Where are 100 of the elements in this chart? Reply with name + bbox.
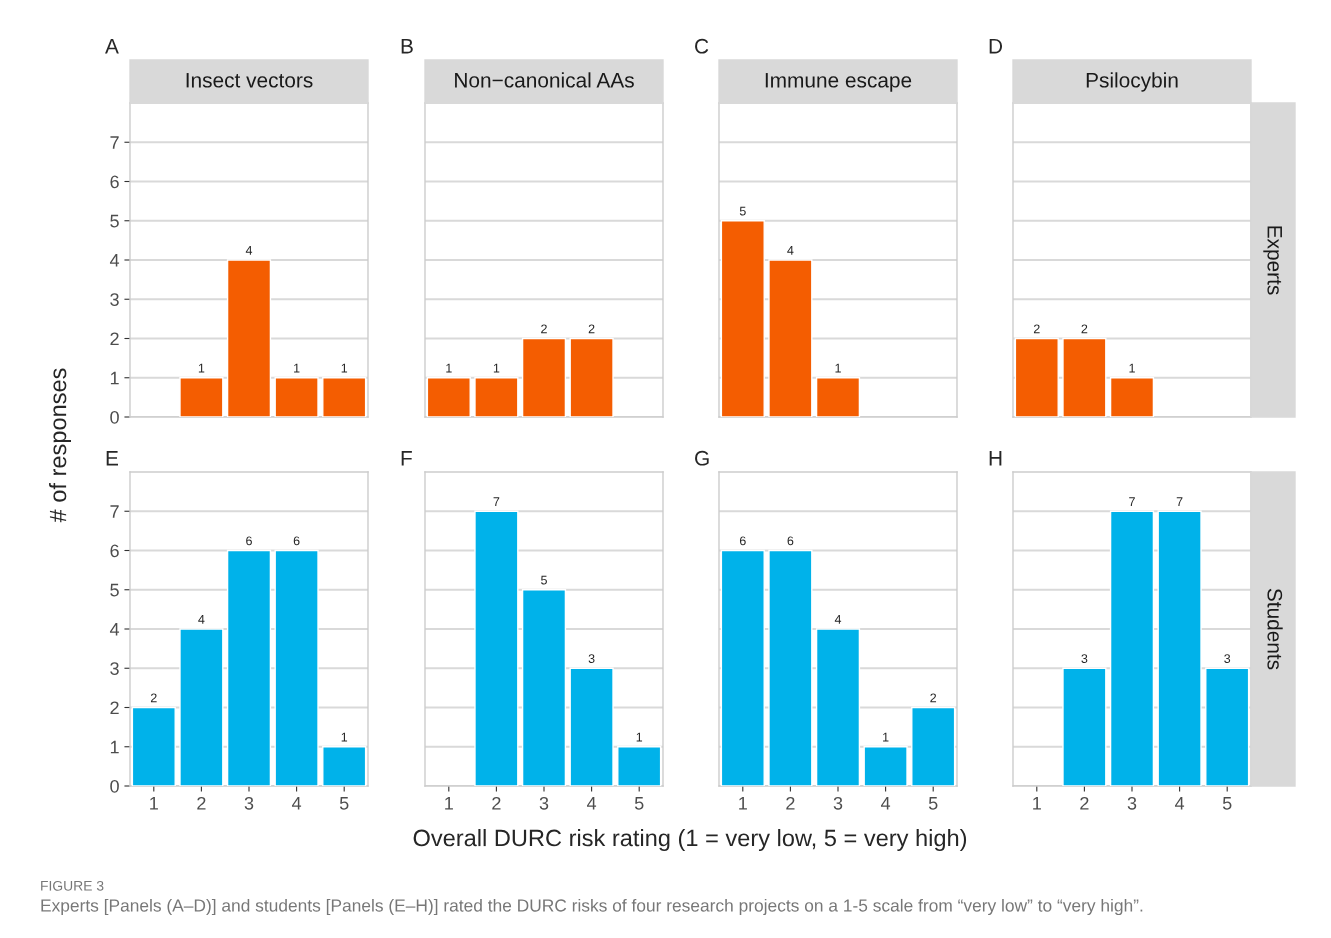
text: F [401,451,412,466]
data-label: 3 [1224,654,1231,663]
chart-title: Immune escape [765,73,912,92]
data-label: 1 [341,363,348,373]
y-tick-label: 7 [110,505,119,518]
chart-title: Psilocybin [1086,72,1178,92]
x-tick-label: 2 [786,796,795,810]
x-tick-label: 1 [150,797,158,810]
x-tick-label: 3 [1127,796,1137,810]
data-label: 2 [1081,324,1088,334]
x-tick-label: 5 [1222,797,1232,810]
text: G [695,450,709,466]
data-label: 2 [150,693,157,703]
data-label: 7 [1129,497,1135,506]
y-tick-label: 0 [110,410,119,424]
text: Experts [1263,226,1282,295]
bar [815,628,861,786]
bar [274,549,319,786]
bar [768,549,813,786]
bar [322,746,367,786]
data-label: 3 [1081,654,1088,663]
data-label: 4 [245,246,253,255]
data-label: 1 [198,363,205,373]
data-label: 2 [930,693,937,703]
x-tick-label: 2 [1080,796,1089,810]
data-label: 4 [787,246,794,255]
text: E [106,451,118,466]
text: D [989,39,1003,54]
data-label: 6 [739,536,746,546]
chart-title: Non−canonical AAs [455,72,634,88]
data-label: 6 [293,536,300,546]
x-tick-label: 4 [291,797,302,810]
text: Students [1267,588,1283,670]
data-label: 7 [493,497,500,506]
data-label: 1 [446,363,452,373]
data-label: 2 [588,324,595,334]
caption: FIGURE 3 [41,880,104,891]
bar [617,746,662,786]
x-tick-label: 2 [197,796,206,810]
x-axis-title: Overall DURC risk rating (1 = very low, 5 = very high) [413,828,967,852]
y-tick-label: 3 [110,293,119,306]
bar [131,706,176,786]
x-tick-label: 1 [739,797,747,810]
data-label: 1 [294,363,300,373]
data-label: 1 [1129,363,1135,373]
bar [474,510,519,786]
x-tick-label: 1 [1033,797,1041,810]
bar [720,549,765,786]
y-tick-label: 5 [110,583,119,597]
bar [521,589,567,786]
data-label: 4 [198,615,205,624]
data-label: 2 [541,324,547,334]
data-label: 1 [493,363,500,373]
y-tick-label: 5 [110,214,119,228]
bar [911,706,956,786]
x-tick-label: 4 [1174,797,1185,810]
y-tick-label: 4 [109,623,120,636]
x-tick-label: 3 [244,796,254,810]
data-label: 1 [636,732,643,742]
bar [569,667,614,786]
data-label: 1 [341,732,348,742]
data-label: 7 [1176,497,1183,506]
y-tick-label: 2 [110,701,119,715]
chart-title: Insect vectors [186,73,313,88]
data-label: 6 [787,536,794,546]
text: B [401,39,413,54]
x-tick-label: 2 [492,796,501,810]
text: Experts [Panels (A–D)] and students [Panels (E–H)] rated the DURC risks of four research projects on a 1-5 scale from “very low” to “very high”. [41,898,1143,916]
data-label: 1 [835,363,841,373]
bar [863,746,908,786]
x-tick-label: 4 [586,797,597,810]
data-label: 6 [246,536,252,546]
bar [179,628,224,786]
y-tick-label: 7 [110,136,119,149]
y-axis-title: # of responses [49,368,71,523]
data-label: 3 [588,654,595,663]
y-tick-label: 6 [110,544,119,558]
data-label: 1 [883,732,889,742]
x-tick-label: 5 [928,797,938,810]
x-tick-label: 5 [339,797,349,810]
x-tick-label: 1 [445,797,453,810]
x-tick-label: 3 [833,796,843,810]
data-label: 4 [834,615,842,624]
y-tick-label: 2 [110,332,119,346]
bar [226,549,272,786]
x-tick-label: 3 [539,796,549,810]
x-tick-label: 5 [634,797,644,810]
data-label: 2 [1033,324,1040,334]
x-tick-label: 4 [880,797,891,810]
y-tick-label: 1 [110,371,119,385]
data-label: 5 [739,206,746,216]
y-tick-label: 0 [110,779,119,793]
text: A [105,39,119,54]
data-label: 5 [541,575,547,585]
y-tick-label: 6 [110,175,119,189]
y-tick-label: 3 [110,662,119,675]
text: H [989,451,1002,466]
y-tick-label: 4 [109,254,120,267]
y-tick-label: 1 [110,740,119,754]
text: C [695,38,709,54]
